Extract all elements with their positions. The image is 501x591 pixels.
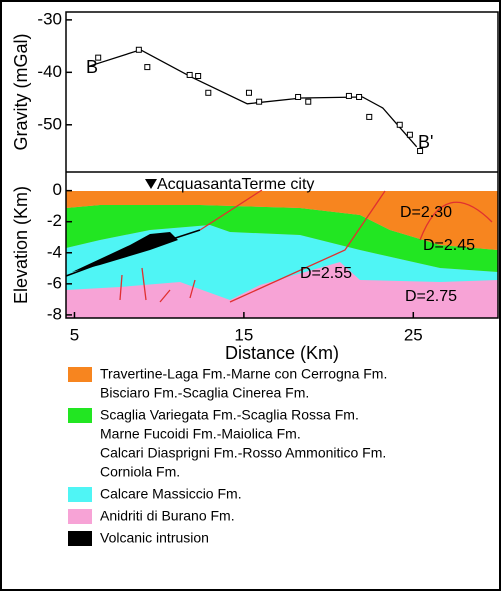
gravity-point <box>406 131 413 138</box>
x-tick-label: 15 <box>234 325 253 344</box>
section-label: D=2.55 <box>300 265 352 282</box>
legend-swatch <box>68 531 92 546</box>
y-tick-label: 0 <box>53 180 62 199</box>
profile-label: B' <box>418 132 433 152</box>
gravity-point <box>366 113 373 120</box>
gravity-line <box>87 49 418 148</box>
gravity-point <box>345 92 352 99</box>
gravity-point <box>205 89 212 96</box>
gravity-point <box>135 46 142 53</box>
gravity-point <box>95 54 102 61</box>
legend-label: Corniola Fm. <box>100 464 180 480</box>
gravity-point <box>144 64 151 71</box>
y-tick-label: -2 <box>47 211 62 230</box>
x-axis-title: Distance (Km) <box>225 343 339 363</box>
legend-label: Marne Fucoidi Fm.-Maiolica Fm. <box>100 426 301 442</box>
y-tick-label: -40 <box>37 62 62 81</box>
y-tick-label: -30 <box>37 9 62 28</box>
x-tick-label: 25 <box>404 325 423 344</box>
section-label: D=2.75 <box>405 288 457 305</box>
gravity-point <box>195 73 202 79</box>
y-tick-label: -4 <box>47 242 62 261</box>
intrusion <box>72 232 178 272</box>
legend-swatch <box>68 487 92 502</box>
y-axis-title: Elevation (Km) <box>11 186 31 304</box>
gravity-point <box>295 93 302 100</box>
gravity-point <box>305 98 312 105</box>
legend-label: Scaglia Variegata Fm.-Scaglia Rossa Fm. <box>100 407 359 423</box>
y-tick-label: -6 <box>47 273 62 292</box>
legend-label: Anidriti di Burano Fm. <box>100 508 235 524</box>
y-axis-title: Gravity (mGal) <box>11 34 31 151</box>
plot-frame <box>65 11 499 319</box>
y-tick-label: -8 <box>47 304 62 323</box>
faults <box>119 189 493 303</box>
cross-section <box>65 179 498 318</box>
gravity-point <box>417 148 424 155</box>
legend-swatch <box>68 367 92 382</box>
scaglia-layer <box>66 205 498 272</box>
legend-swatch <box>68 408 92 423</box>
travertine-layer <box>66 191 498 250</box>
massiccio-layer <box>66 225 498 300</box>
profile-label: B <box>86 57 98 77</box>
gravity-point <box>396 121 403 128</box>
section-label: D=2.30 <box>400 204 452 221</box>
x-tick-label: 5 <box>70 325 79 344</box>
legend-swatch <box>68 509 92 524</box>
legend-label: Volcanic intrusion <box>100 530 209 546</box>
city-marker <box>145 179 157 189</box>
legend-label: Bisciaro Fm.-Scaglia Cinerea Fm. <box>100 385 309 401</box>
y-tick-label: -50 <box>37 114 62 133</box>
legend-label: Calcare Massiccio Fm. <box>100 486 242 502</box>
section-label: AcquasantaTerme city <box>157 176 314 193</box>
gravity-point <box>356 93 363 100</box>
gravity-point <box>245 89 252 96</box>
gravity-point <box>256 98 263 105</box>
gravity-point <box>186 71 193 78</box>
legend-label: Calcari Diasprigni Fm.-Rosso Ammonitico … <box>100 445 386 461</box>
legend-label: Travertine-Laga Fm.-Marne con Cerrogna F… <box>100 366 387 382</box>
section-label: D=2.45 <box>423 237 475 254</box>
